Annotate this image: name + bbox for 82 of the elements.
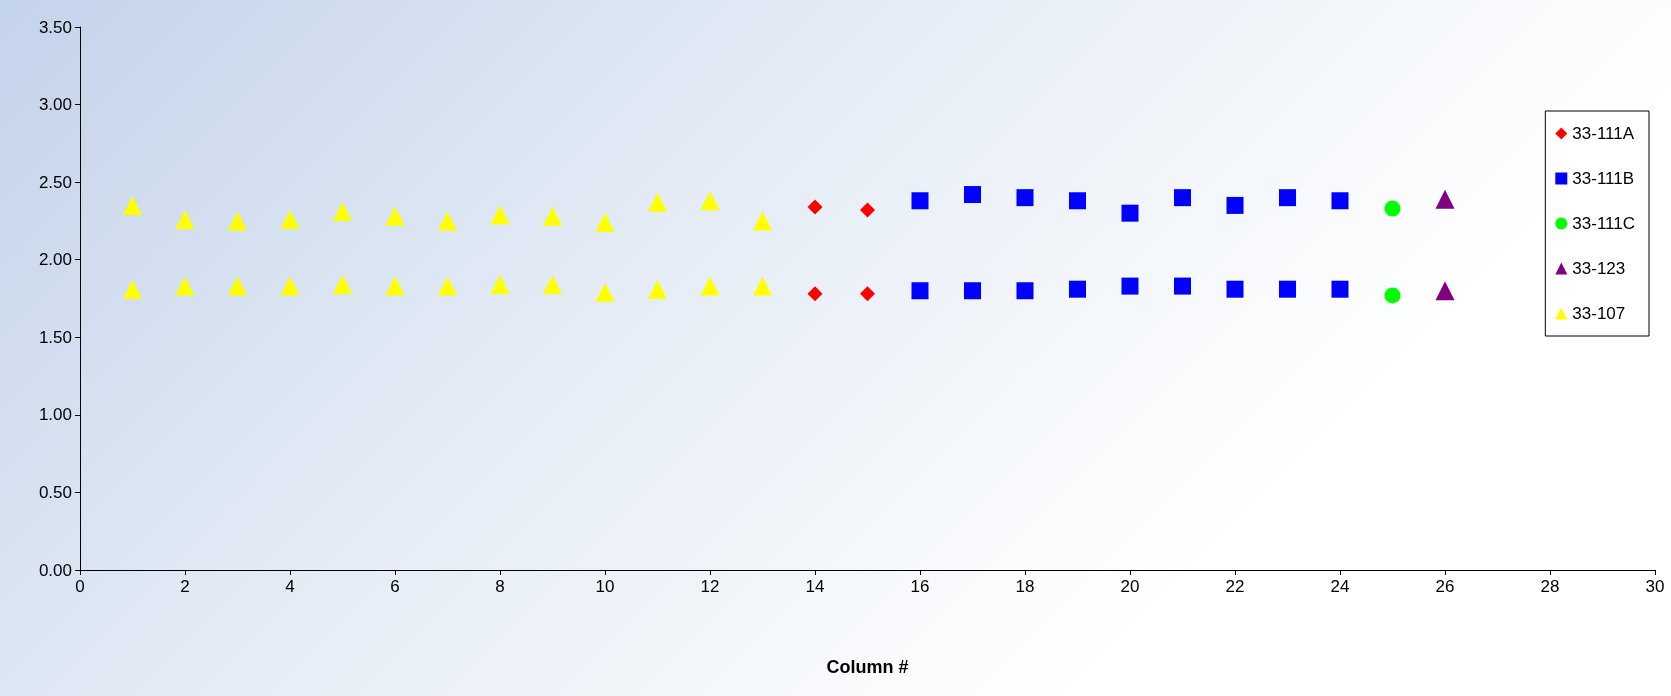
point — [385, 276, 405, 296]
point — [860, 286, 875, 302]
point — [1331, 280, 1349, 298]
x-tick-label: 22 — [1225, 577, 1245, 596]
x-tick-label: 28 — [1540, 577, 1560, 596]
point — [1331, 192, 1349, 210]
point — [1279, 280, 1296, 298]
point — [175, 276, 195, 296]
point — [228, 276, 247, 296]
point — [1121, 277, 1139, 295]
point — [753, 276, 772, 296]
point — [490, 275, 510, 295]
y-tick-label: 2.50 — [38, 172, 72, 192]
point — [1226, 196, 1244, 214]
legend-label: 33-123 — [1572, 259, 1626, 278]
point — [1384, 287, 1401, 304]
point — [595, 212, 615, 232]
y-tick-label: 1.50 — [38, 327, 72, 347]
point — [595, 282, 615, 302]
y-tick-label: 3.00 — [38, 95, 72, 115]
point — [911, 192, 929, 210]
x-tick-label: 30 — [1645, 577, 1665, 596]
x-tick-label: 14 — [805, 577, 825, 596]
point — [1016, 189, 1034, 207]
point — [911, 282, 929, 300]
x-tick-label: 18 — [1015, 577, 1035, 596]
x-tick-label: 16 — [910, 577, 930, 596]
point — [543, 206, 562, 226]
point — [280, 276, 300, 296]
point — [1226, 280, 1244, 298]
y-tick-label: 3.50 — [38, 17, 72, 37]
x-tick-label: 12 — [700, 577, 720, 596]
legend-label: 33-111A — [1572, 124, 1635, 143]
x-axis-title: Column # — [826, 657, 909, 677]
point — [964, 282, 981, 300]
point — [860, 202, 875, 218]
x-tick-label: 8 — [495, 577, 505, 596]
point — [543, 275, 562, 295]
legend-label: 33-107 — [1572, 304, 1626, 323]
point — [1016, 282, 1034, 300]
x-tick-label: 10 — [595, 577, 615, 596]
legend-label: 33-111B — [1572, 169, 1635, 188]
point — [1279, 189, 1296, 207]
point — [490, 205, 510, 225]
y-tick-label: 0.50 — [38, 482, 72, 502]
point — [1174, 189, 1191, 207]
point — [1384, 200, 1401, 217]
point — [964, 186, 981, 204]
point — [700, 191, 720, 211]
point — [1069, 280, 1086, 298]
point — [1069, 192, 1086, 210]
point — [123, 195, 142, 215]
x-tick-label: 20 — [1120, 577, 1140, 596]
point — [385, 206, 405, 226]
x-tick-label: 2 — [180, 577, 190, 596]
point — [438, 276, 457, 296]
x-tick-label: 6 — [390, 577, 400, 596]
point — [438, 211, 457, 231]
x-tick-label: 26 — [1435, 577, 1455, 596]
x-tick-label: 0 — [75, 577, 85, 596]
point — [648, 279, 667, 299]
point — [807, 199, 823, 215]
y-tick-label: 0.00 — [38, 560, 72, 580]
x-tick-label: 4 — [285, 577, 295, 596]
x-tick-label: 24 — [1330, 577, 1350, 596]
point — [123, 279, 142, 299]
point — [1121, 204, 1139, 222]
point — [1435, 281, 1455, 301]
point — [700, 276, 720, 296]
point — [753, 211, 772, 231]
point — [333, 202, 352, 222]
point — [175, 209, 195, 229]
point — [648, 192, 667, 212]
legend-label: 33-111C — [1572, 214, 1635, 233]
point — [807, 286, 823, 302]
point — [1435, 189, 1455, 209]
point — [280, 209, 300, 229]
point — [228, 211, 247, 231]
y-tick-label: 2.00 — [38, 250, 72, 270]
point — [1174, 277, 1191, 295]
y-tick-label: 1.00 — [38, 405, 72, 425]
point — [333, 275, 352, 295]
